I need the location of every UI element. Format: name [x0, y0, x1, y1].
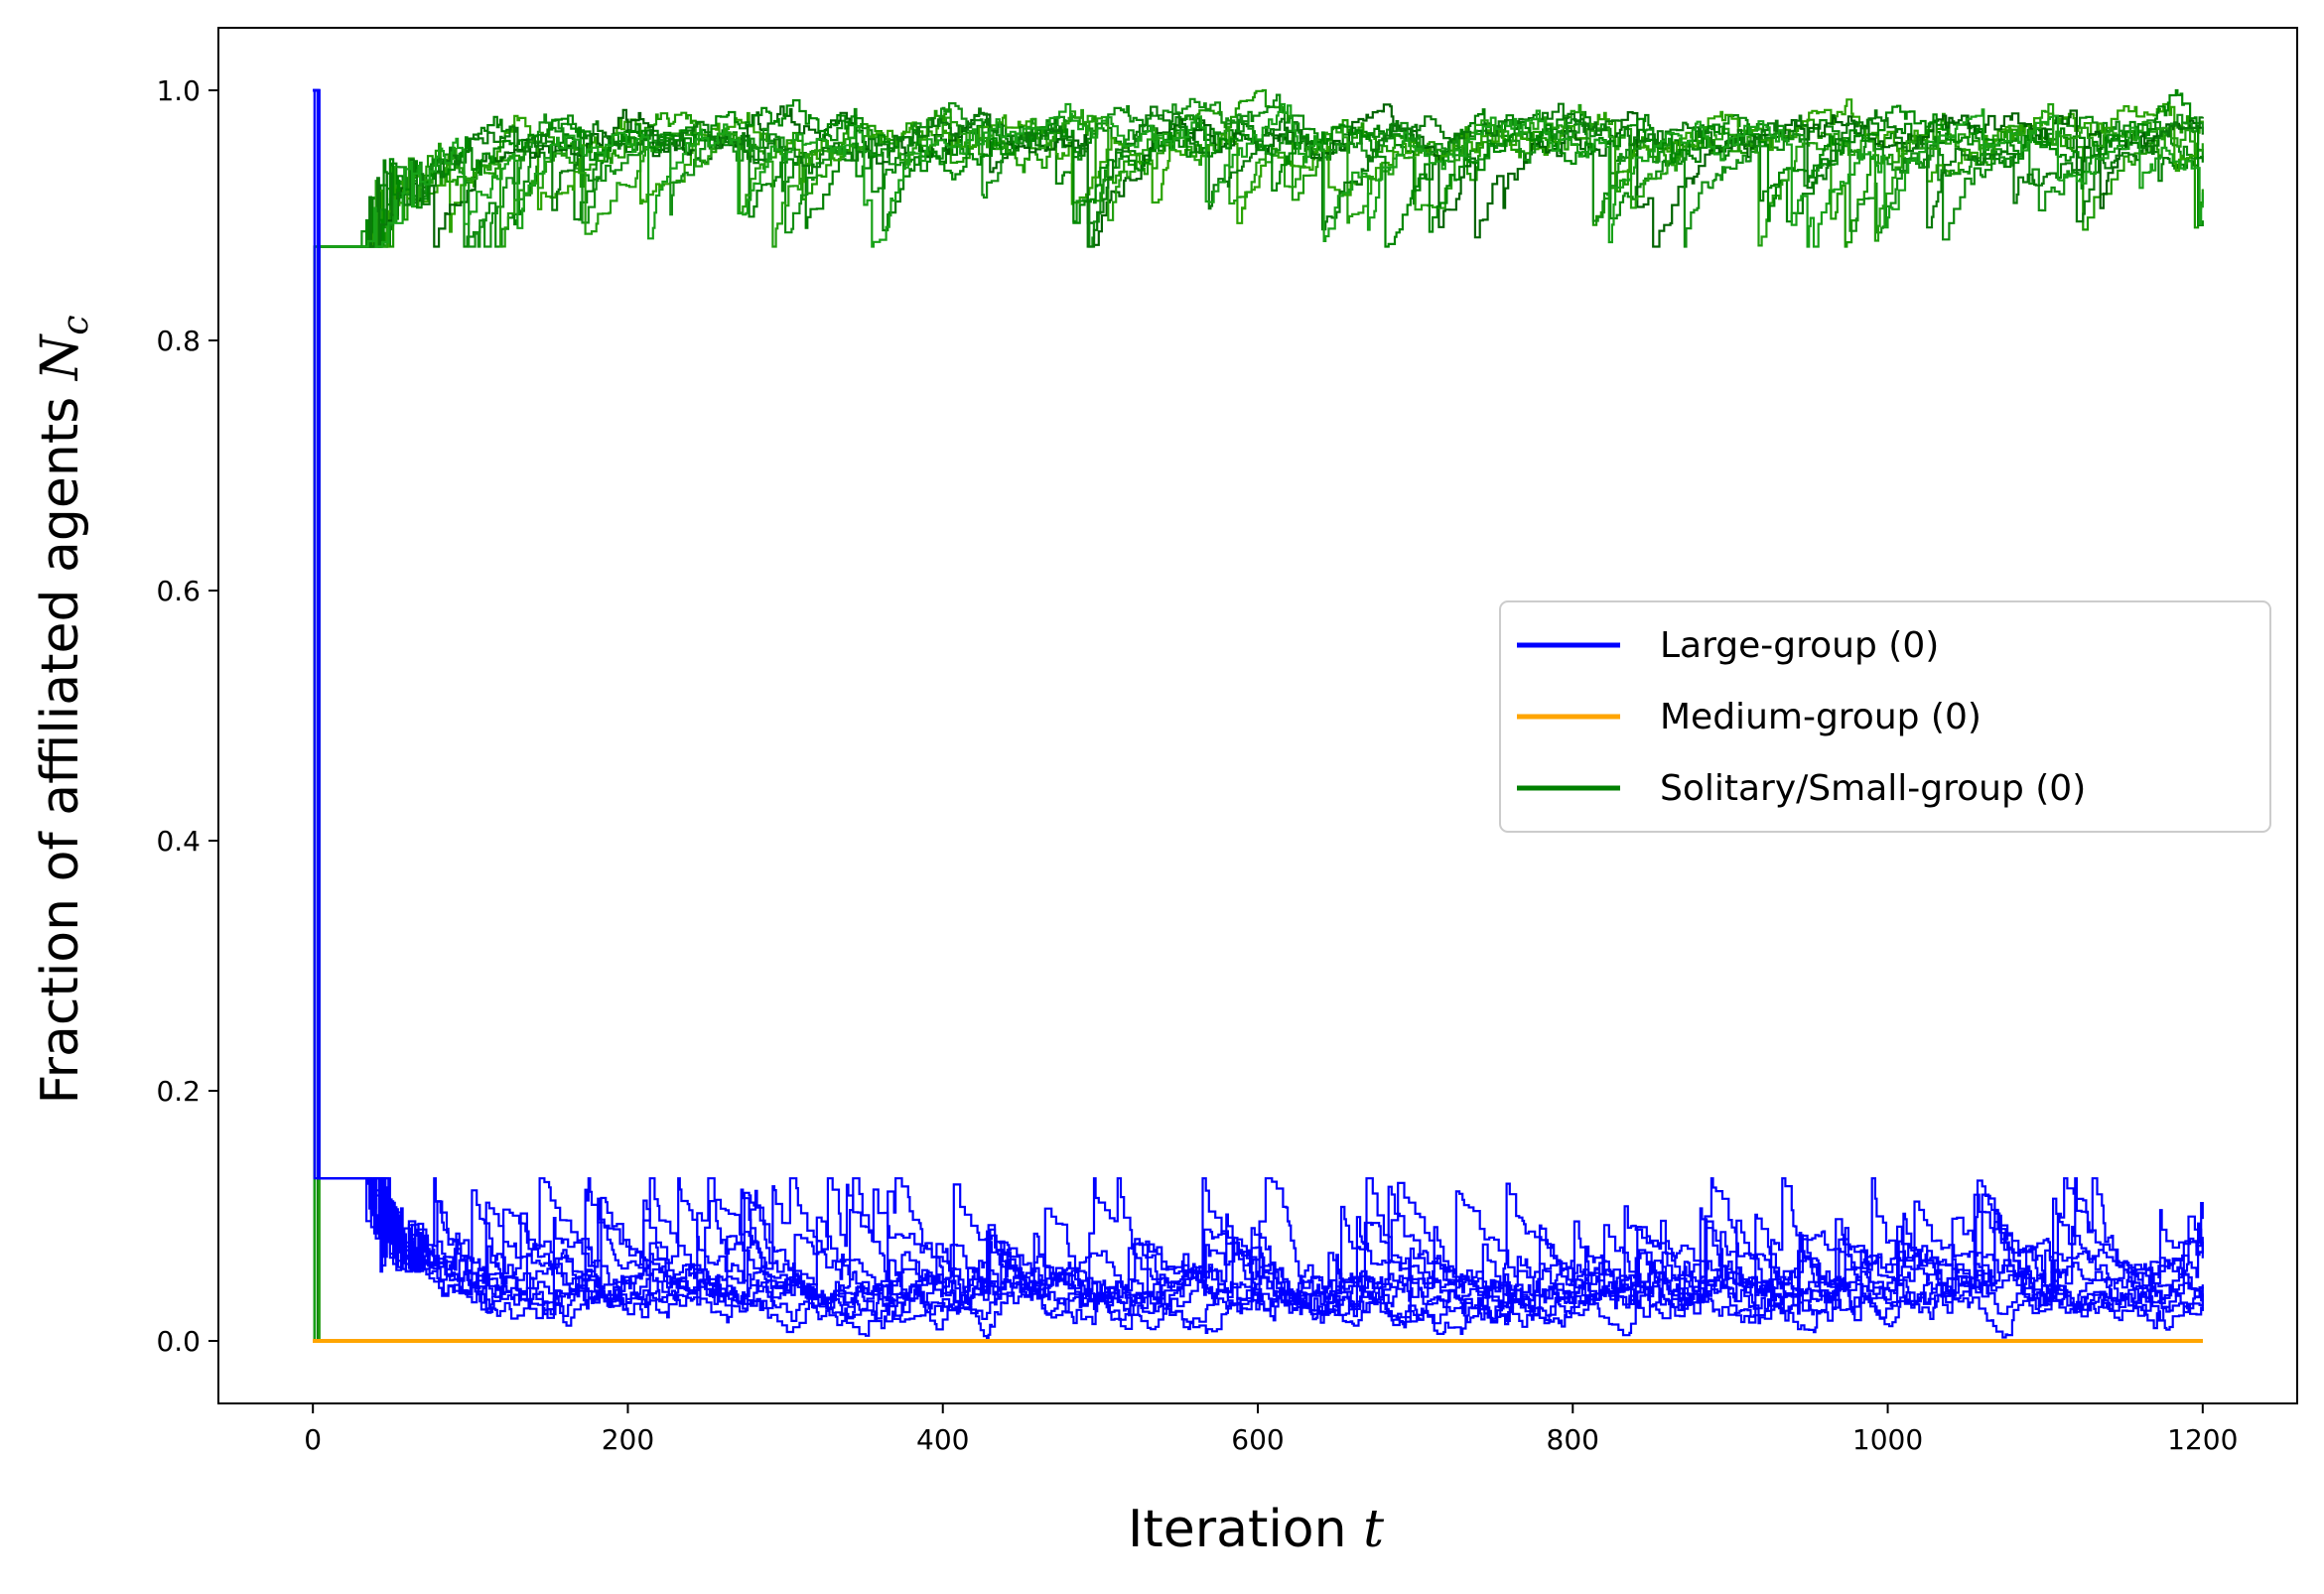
- x-tick-label: 200: [602, 1423, 654, 1456]
- series-line: [313, 88, 2204, 1323]
- y-tick-label: 0.6: [156, 575, 201, 607]
- legend: Large-group (0) Medium-group (0) Solitar…: [1499, 600, 2271, 833]
- series-line: [313, 88, 2204, 1343]
- y-tick-label: 0.0: [156, 1325, 201, 1358]
- x-axis: 0 200 400 600 800 1000 1200: [304, 1403, 2238, 1456]
- x-tick-label: 1000: [1852, 1423, 1923, 1456]
- y-tick-label: 1.0: [156, 74, 201, 107]
- y-tick-label: 0.2: [156, 1075, 201, 1108]
- series-line: [313, 88, 2204, 1323]
- series-line: [313, 88, 2204, 1331]
- y-tick-label: 0.8: [156, 325, 201, 357]
- series-line: [313, 102, 2204, 1343]
- series-line: [313, 102, 2204, 1343]
- series-line: [313, 88, 2204, 1334]
- x-tick-label: 400: [916, 1423, 969, 1456]
- x-tick-label: 1200: [2167, 1423, 2238, 1456]
- series-line: [313, 97, 2204, 1343]
- x-tick-label: 600: [1231, 1423, 1284, 1456]
- series-layer: [313, 88, 2204, 1343]
- x-tick-label: 800: [1547, 1423, 1599, 1456]
- legend-box: [1499, 600, 2271, 833]
- legend-label-medium-group: Medium-group (0): [1660, 697, 1982, 737]
- y-axis: 0.0 0.2 0.4 0.6 0.8 1.0: [156, 74, 218, 1358]
- legend-label-large-group: Large-group (0): [1660, 625, 1939, 666]
- y-tick-label: 0.4: [156, 825, 201, 858]
- x-tick-label: 0: [304, 1423, 322, 1456]
- x-axis-label: Iteration t: [1128, 1500, 1384, 1559]
- series-line: [313, 88, 2204, 1337]
- y-axis-label: Fraction of affiliated agents Nc: [31, 315, 96, 1104]
- legend-label-solitary-small-group: Solitary/Small-group (0): [1660, 768, 2086, 809]
